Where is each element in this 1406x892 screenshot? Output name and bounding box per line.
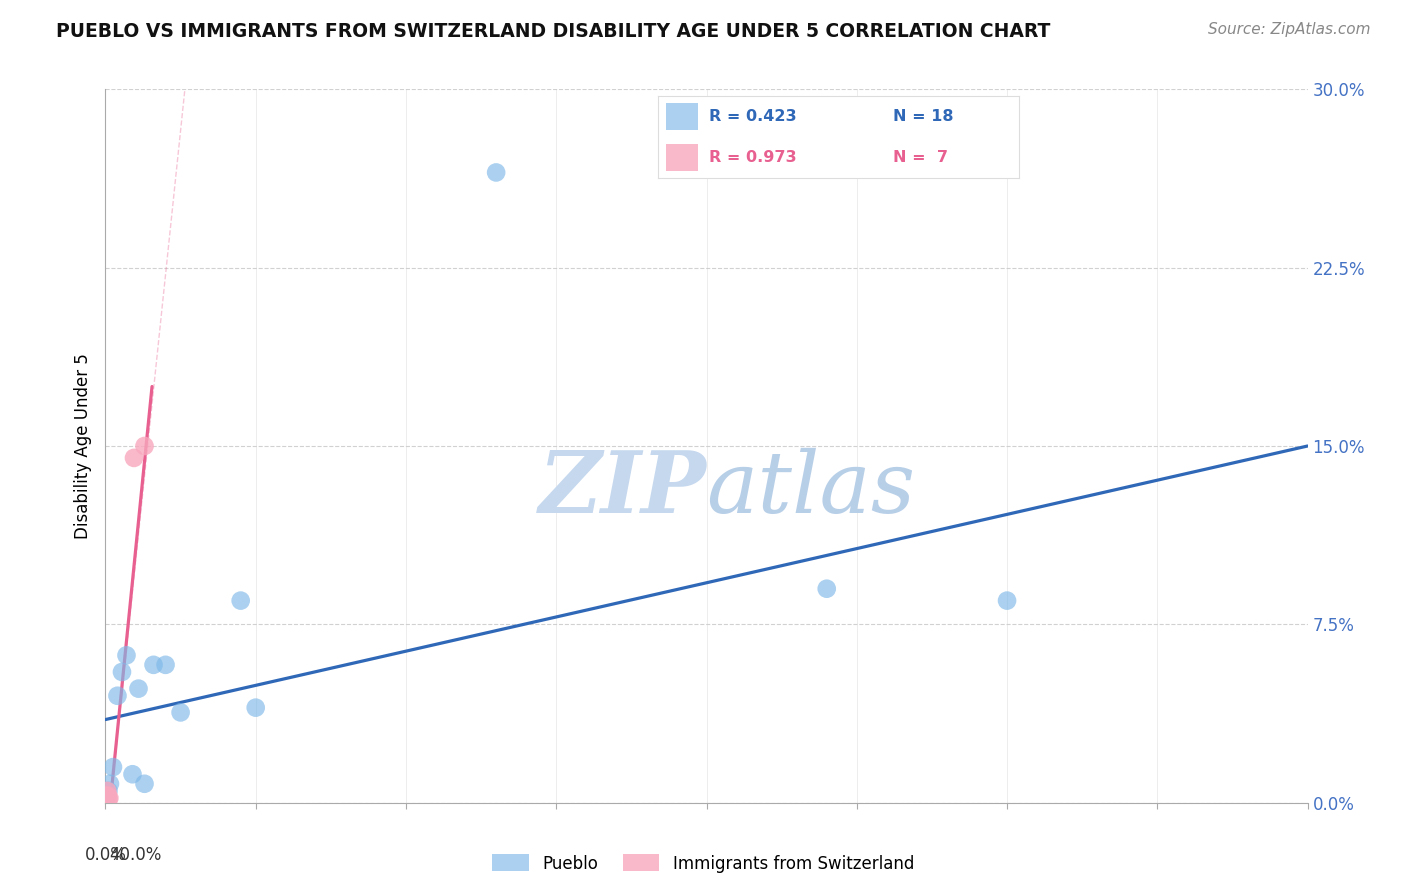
Point — [122, 450, 145, 465]
Text: 0.0%: 0.0% — [84, 846, 127, 863]
Text: Source: ZipAtlas.com: Source: ZipAtlas.com — [1208, 22, 1371, 37]
Point — [134, 777, 156, 791]
Point — [229, 593, 252, 607]
Point — [107, 689, 129, 703]
Point — [98, 777, 121, 791]
Point — [245, 700, 267, 714]
Point — [96, 784, 118, 798]
Point — [96, 789, 118, 803]
Point — [815, 582, 838, 596]
Point — [485, 165, 508, 179]
Point — [97, 789, 120, 803]
Point — [111, 665, 134, 679]
Point — [115, 648, 138, 663]
Legend: Pueblo, Immigrants from Switzerland: Pueblo, Immigrants from Switzerland — [485, 847, 921, 880]
Point — [128, 681, 150, 696]
Point — [98, 791, 121, 805]
Point — [121, 767, 143, 781]
Point — [134, 439, 156, 453]
Y-axis label: Disability Age Under 5: Disability Age Under 5 — [75, 353, 93, 539]
Point — [169, 706, 191, 720]
Point — [96, 789, 118, 803]
Point — [155, 657, 177, 672]
Point — [101, 760, 124, 774]
Text: atlas: atlas — [707, 448, 915, 530]
Text: ZIP: ZIP — [538, 447, 707, 531]
Point — [97, 792, 120, 806]
Point — [97, 784, 120, 798]
Text: 40.0%: 40.0% — [110, 846, 162, 863]
Point — [995, 593, 1018, 607]
Point — [142, 657, 165, 672]
Text: PUEBLO VS IMMIGRANTS FROM SWITZERLAND DISABILITY AGE UNDER 5 CORRELATION CHART: PUEBLO VS IMMIGRANTS FROM SWITZERLAND DI… — [56, 22, 1050, 41]
